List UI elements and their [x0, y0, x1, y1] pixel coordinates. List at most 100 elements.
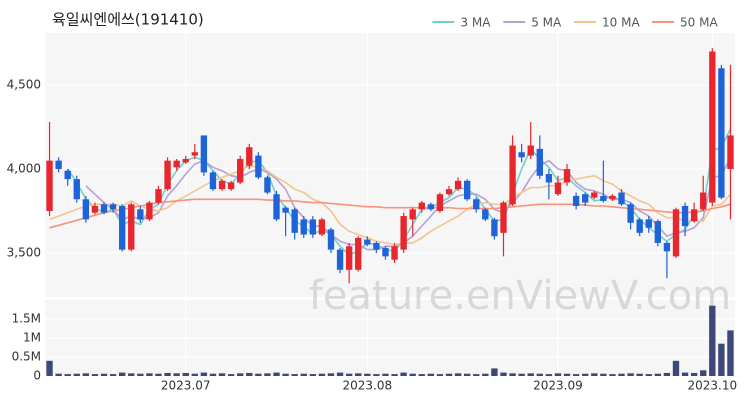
legend-label: 50 MA: [680, 16, 718, 30]
candle-body: [355, 237, 362, 270]
candle-body: [191, 152, 198, 156]
volume-bar: [173, 373, 180, 376]
volume-bar: [118, 372, 126, 376]
candle-body: [327, 229, 335, 250]
y-tick-label: 3,500: [7, 246, 41, 260]
candle-body: [600, 195, 607, 201]
candle-body: [255, 155, 262, 178]
watermark: feature.enViewV.com: [309, 273, 731, 319]
y-tick-label: 0.5M: [12, 350, 41, 364]
volume-bar: [527, 373, 534, 376]
y-tick-label: 0: [33, 369, 41, 383]
volume-bar: [636, 373, 643, 376]
legend-label: 10 MA: [602, 16, 640, 30]
candle-body: [709, 51, 716, 203]
candle-body: [209, 172, 217, 190]
candle-body: [563, 169, 571, 183]
candle-body: [382, 247, 389, 257]
volume-bar: [91, 374, 99, 376]
x-tick-label: 2023.10: [687, 379, 737, 393]
volume-bar: [246, 372, 253, 376]
volume-bar: [291, 374, 298, 376]
volume-bar: [100, 373, 108, 376]
volume-bar: [391, 374, 398, 376]
candle-body: [182, 158, 189, 163]
volume-bar: [482, 373, 489, 376]
candle-body: [91, 205, 99, 213]
candle-body: [155, 189, 162, 203]
volume-bar: [418, 374, 425, 376]
volume-bar: [500, 372, 507, 376]
candle-body: [473, 199, 480, 210]
y-tick-label: 4,000: [7, 162, 41, 176]
volume-bar: [273, 372, 280, 376]
candle-body: [246, 147, 253, 166]
candle-body: [445, 189, 453, 195]
candle-body: [400, 216, 407, 250]
candle-body: [681, 205, 689, 227]
candle-body: [46, 160, 53, 212]
volume-bar: [645, 374, 652, 376]
candle-body: [409, 209, 416, 220]
candle-body: [463, 180, 471, 200]
candle-body: [427, 204, 435, 210]
volume-bar: [545, 374, 553, 376]
candle-body: [128, 204, 135, 250]
volume-bar: [146, 373, 153, 376]
volume-bar: [55, 373, 62, 376]
ma-line: [49, 164, 732, 246]
volume-bar: [727, 330, 734, 376]
candle-body: [509, 145, 516, 205]
y-tick-label: 4,500: [7, 78, 41, 92]
chart-title: 육일씨엔에쓰(191410): [52, 11, 204, 29]
candle-body: [609, 195, 616, 200]
candle-body: [318, 219, 326, 235]
volume-bar: [345, 373, 353, 376]
candle-body: [273, 194, 280, 220]
volume-bar: [64, 374, 71, 376]
volume-bar: [327, 373, 335, 376]
candle-body: [482, 209, 489, 220]
candle-body: [718, 68, 725, 198]
candle-body: [582, 194, 589, 203]
candle-body: [82, 199, 90, 220]
candle-body: [436, 194, 444, 212]
candle-body: [645, 219, 652, 228]
volume-bar: [591, 373, 598, 376]
volume-bar: [609, 374, 616, 376]
volume-bar: [109, 374, 117, 376]
price-panel: [45, 33, 735, 297]
volume-bar: [473, 374, 480, 376]
candle-body: [572, 195, 580, 206]
candle-body: [518, 152, 525, 158]
volume-bar: [454, 373, 462, 376]
legend-label: 5 MA: [531, 16, 562, 30]
volume-bar: [672, 360, 680, 376]
candle-body: [118, 205, 126, 250]
volume-bar: [73, 373, 80, 376]
x-tick-label: 2023.09: [533, 379, 583, 393]
x-tick-label: 2023.07: [161, 379, 211, 393]
candle-body: [454, 180, 462, 190]
volume-bar: [355, 373, 362, 376]
candle-body: [73, 179, 80, 200]
candle-body: [200, 135, 208, 173]
volume-bar: [491, 368, 498, 376]
volume-bar: [700, 370, 707, 376]
volume-bar: [554, 373, 562, 376]
candle-body: [364, 239, 371, 245]
candle-body: [654, 221, 662, 243]
volume-bar: [709, 305, 716, 376]
volume-bar: [563, 373, 571, 376]
candle-body: [264, 177, 271, 193]
candle-body: [618, 192, 625, 205]
volume-bar: [164, 372, 171, 376]
volume-bar: [690, 372, 698, 376]
y-tick-label: 1M: [23, 331, 41, 345]
candle-body: [391, 246, 398, 260]
volume-bar: [182, 372, 189, 376]
candle-body: [109, 204, 117, 210]
volume-bar: [427, 373, 435, 376]
volume-bar: [336, 372, 344, 376]
